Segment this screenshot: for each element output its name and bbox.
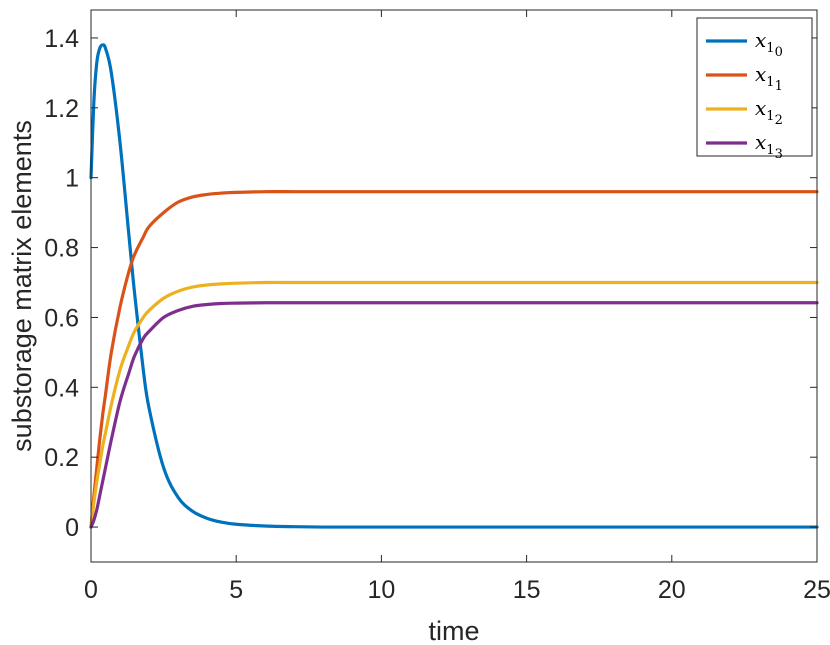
series-line-1 [89,190,819,529]
y-tick-label-4: 0.8 [44,235,79,263]
y-axis-label: substorage matrix elements [7,120,37,452]
legend-entry-0: x10 [755,28,783,60]
series-layer [89,43,819,529]
ticks-layer: 0 5 10 15 20 25 0 0.2 0.4 0.6 0.8 1 1.2 1.4 [44,10,830,604]
y-tick-label-0: 0 [65,514,79,542]
y-tick-label-1: 0.2 [44,444,79,472]
series-line-2 [89,280,819,529]
x-tick-label-5: 25 [803,576,830,604]
plot-frame [90,9,818,563]
legend-entry-2: x12 [755,96,783,128]
y-tick-label-3: 0.6 [44,304,79,332]
x-tick-label-2: 10 [367,576,395,604]
x-axis-label: time [428,616,479,645]
y-tick-label-5: 1 [65,165,79,193]
legend-entry-3: x13 [755,130,783,162]
y-tick-label-7: 1.4 [44,25,79,53]
series-line-0 [89,43,819,529]
x-tick-label-0: 0 [84,576,98,604]
x-tick-label-1: 5 [229,576,243,604]
legend-entry-1: x11 [755,62,783,94]
series-line-3 [89,301,819,529]
x-tick-label-3: 15 [513,576,541,604]
y-tick-label-6: 1.2 [44,95,79,123]
x-tick-label-4: 20 [658,576,686,604]
y-tick-label-2: 0.4 [44,374,79,402]
